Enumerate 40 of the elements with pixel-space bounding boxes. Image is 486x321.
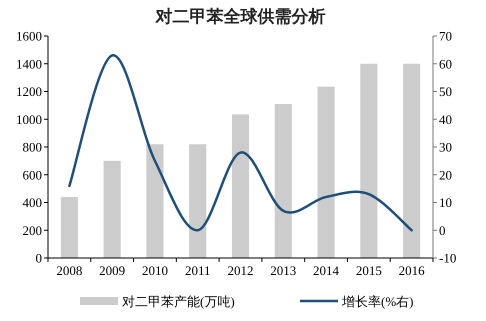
x-tick-label: 2013	[270, 263, 296, 278]
y2-tick-label: 30	[439, 140, 452, 154]
chart-title: 对二甲苯全球供需分析	[154, 7, 326, 27]
y-tick-label: 0	[36, 250, 42, 266]
x-tick-label: 2009	[99, 263, 126, 278]
y-tick-label: 800	[22, 140, 42, 154]
y-tick-label: 1600	[16, 28, 42, 44]
legend-label: 增长率(%右)	[341, 294, 414, 309]
bar	[360, 64, 378, 258]
bar	[274, 104, 292, 258]
y2-tick-label: 40	[439, 112, 452, 127]
y-tick-label: 600	[22, 167, 42, 182]
y2-tick-label: 10	[439, 195, 452, 210]
x-tick-label: 2011	[184, 263, 210, 278]
bar	[403, 64, 420, 258]
bar	[318, 86, 335, 258]
bar	[104, 160, 121, 258]
y-tick-label: 1000	[16, 112, 42, 127]
y-tick-label: 400	[22, 195, 42, 210]
bar	[146, 144, 164, 258]
x-tick-label: 2008	[56, 263, 82, 278]
bar	[60, 196, 78, 258]
x-tick-label: 2014	[313, 263, 340, 278]
y2-tick-label: -10	[439, 250, 456, 266]
y2-tick-label: 70	[439, 28, 452, 44]
x-tick-label: 2012	[228, 263, 254, 278]
y2-tick-label: 0	[439, 222, 446, 238]
legend-label: 对二甲苯产能(万吨)	[122, 294, 235, 309]
bar	[232, 114, 250, 258]
x-tick-label: 2016	[398, 263, 426, 278]
y2-tick-label: 50	[439, 84, 452, 99]
x-tick-label: 2010	[142, 263, 168, 278]
y2-tick-label: 60	[439, 56, 452, 72]
y-tick-label: 200	[22, 222, 42, 238]
x-tick-label: 2015	[356, 263, 382, 278]
y2-tick-label: 20	[439, 167, 452, 182]
y-tick-label: 1400	[16, 56, 42, 72]
bar	[189, 144, 206, 258]
y-tick-label: 1200	[16, 84, 42, 99]
line-series	[68, 54, 413, 232]
